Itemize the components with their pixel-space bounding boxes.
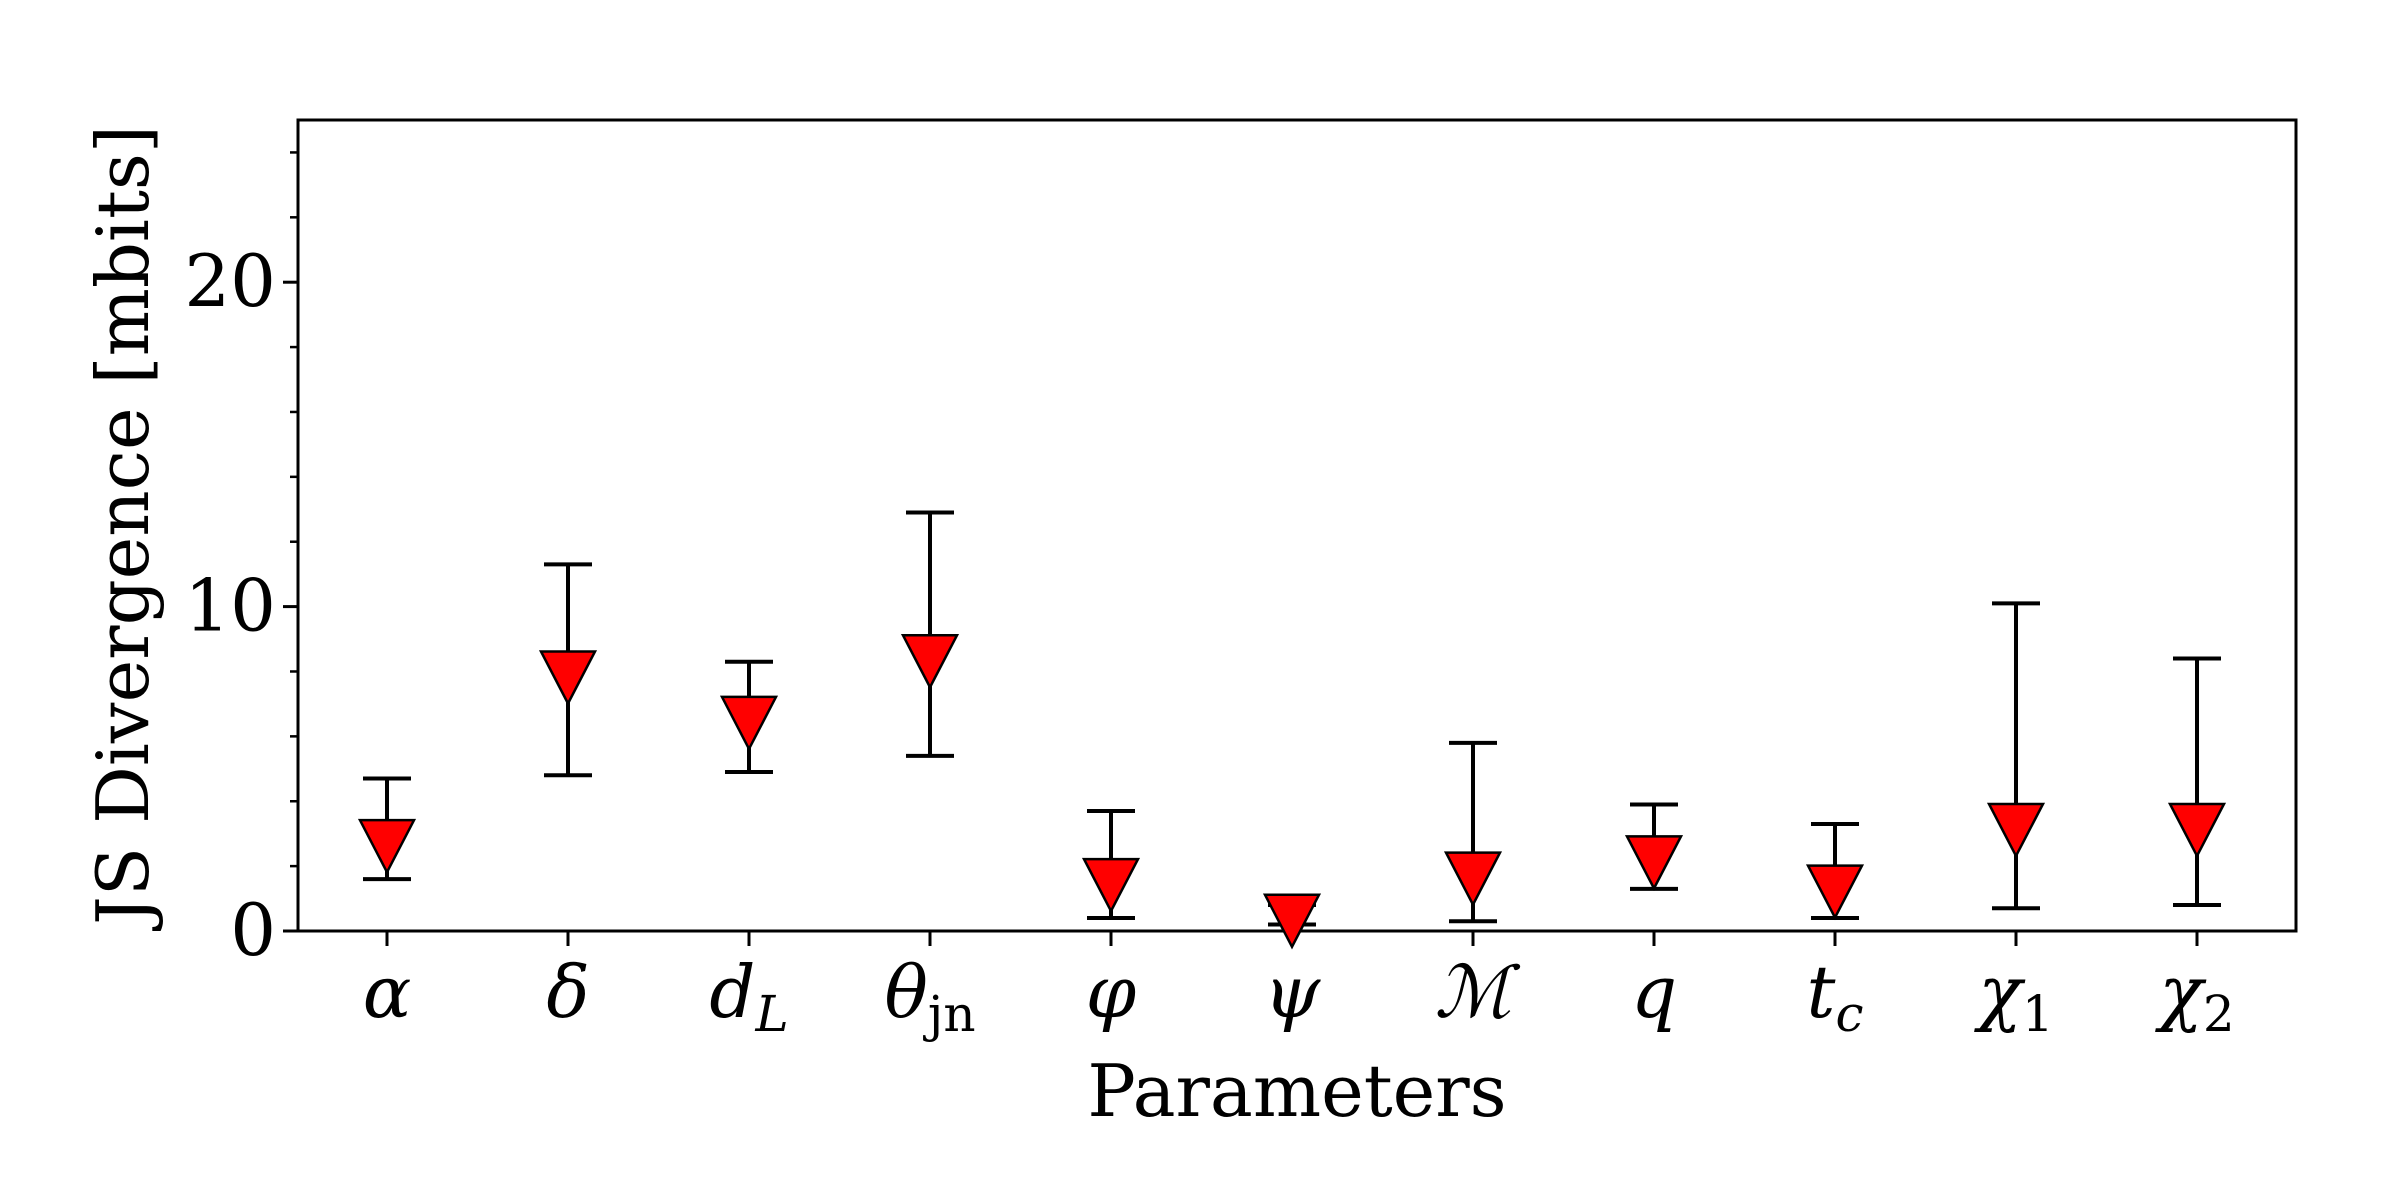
y-axis-label: JS Divergence [mbits] [81,125,165,932]
data-point-marker [1443,851,1503,908]
data-point-marker [1262,893,1322,950]
x-tick-label: ℳ [1435,950,1521,1034]
data-point-marker [2167,802,2227,859]
data-point-marker [357,818,417,875]
data-point-marker [538,650,598,707]
markers [357,634,2227,950]
x-tick-label: δ [546,950,589,1034]
x-tick-label: dL [709,950,788,1043]
data-point-marker [1805,864,1865,921]
x-tick-label: χ2 [2154,950,2234,1043]
x-tick-label: ψ [1264,950,1322,1034]
data-point-marker [1986,802,2046,859]
x-tick-label: tc [1807,950,1864,1043]
x-tick-label: α [363,950,412,1034]
data-point-marker [900,634,960,690]
x-tick-label: φ [1086,950,1137,1034]
data-point-marker [1624,835,1684,892]
y-axis: 0 10 20 [184,151,298,972]
x-tick-label: θjn [884,950,975,1043]
y-tick-label: 10 [184,564,276,648]
y-tick-label: 0 [230,888,276,972]
data-point-marker [719,695,779,752]
x-tick-label: q [1631,950,1677,1034]
x-axis-label: Parameters [1087,1049,1506,1133]
error-bars [363,510,2221,927]
x-tick-label: χ1 [1973,950,2053,1043]
y-tick-label: 20 [184,239,276,323]
data-point-marker [1081,857,1141,914]
